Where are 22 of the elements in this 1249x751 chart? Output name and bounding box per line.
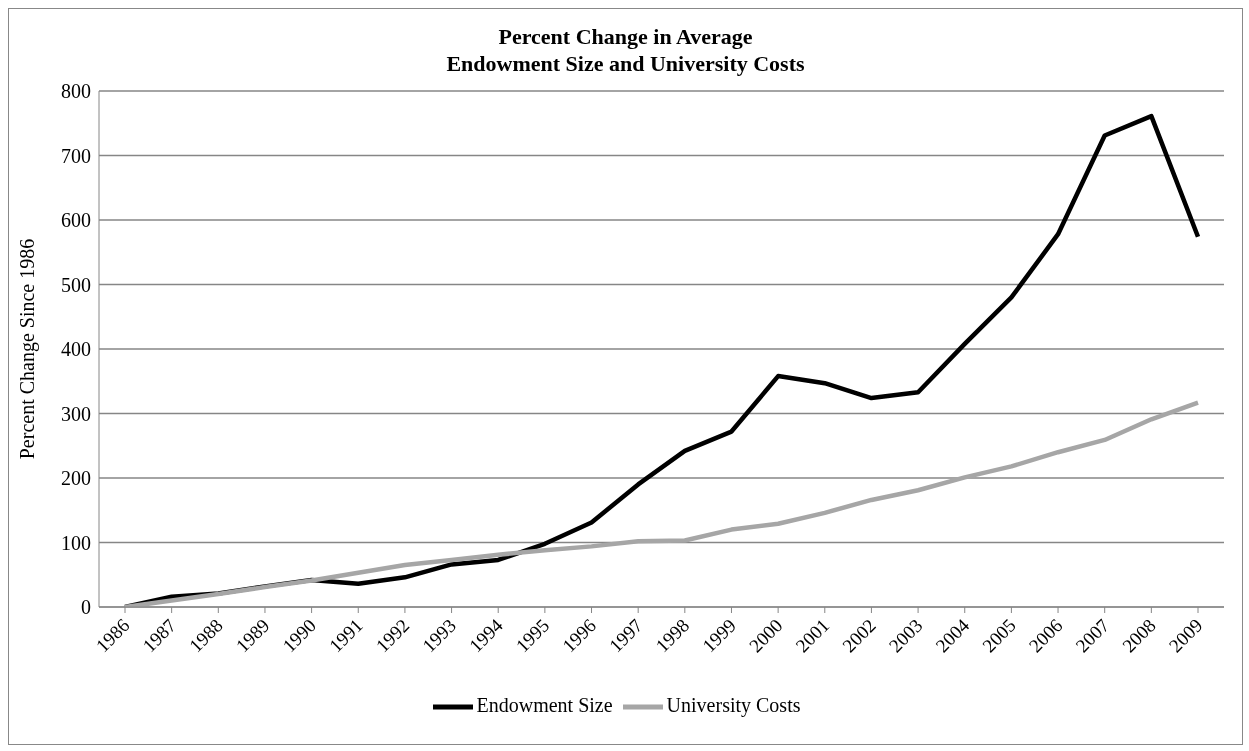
x-tick-label: 1990	[278, 614, 321, 657]
x-tick-label: 1988	[185, 614, 227, 657]
y-tick-label: 0	[81, 596, 91, 619]
y-axis-title: Percent Change Since 1986	[16, 238, 40, 460]
x-tick-label: 1989	[231, 614, 274, 657]
x-tick-label: 2001	[791, 614, 834, 657]
x-tick-label: 1999	[698, 614, 740, 657]
x-tick-label: 1993	[418, 614, 461, 657]
y-tick-label: 400	[61, 338, 91, 361]
y-tick-label: 200	[61, 467, 91, 490]
y-tick-label: 800	[61, 80, 91, 103]
y-tick-label: 600	[61, 209, 91, 232]
y-tick-label: 100	[61, 531, 91, 554]
legend-label: University Costs	[666, 693, 801, 716]
y-tick-label: 300	[61, 402, 91, 425]
x-tick-label: 1991	[325, 614, 367, 657]
x-tick-label: 1992	[371, 614, 414, 657]
y-tick-label: 700	[61, 144, 91, 167]
chart-title: Percent Change in Average Endowment Size and University Costs	[445, 23, 806, 77]
legend-label: Endowment Size	[476, 693, 613, 716]
x-tick-label: 1998	[651, 614, 694, 657]
y-tick-label: 500	[61, 273, 91, 296]
